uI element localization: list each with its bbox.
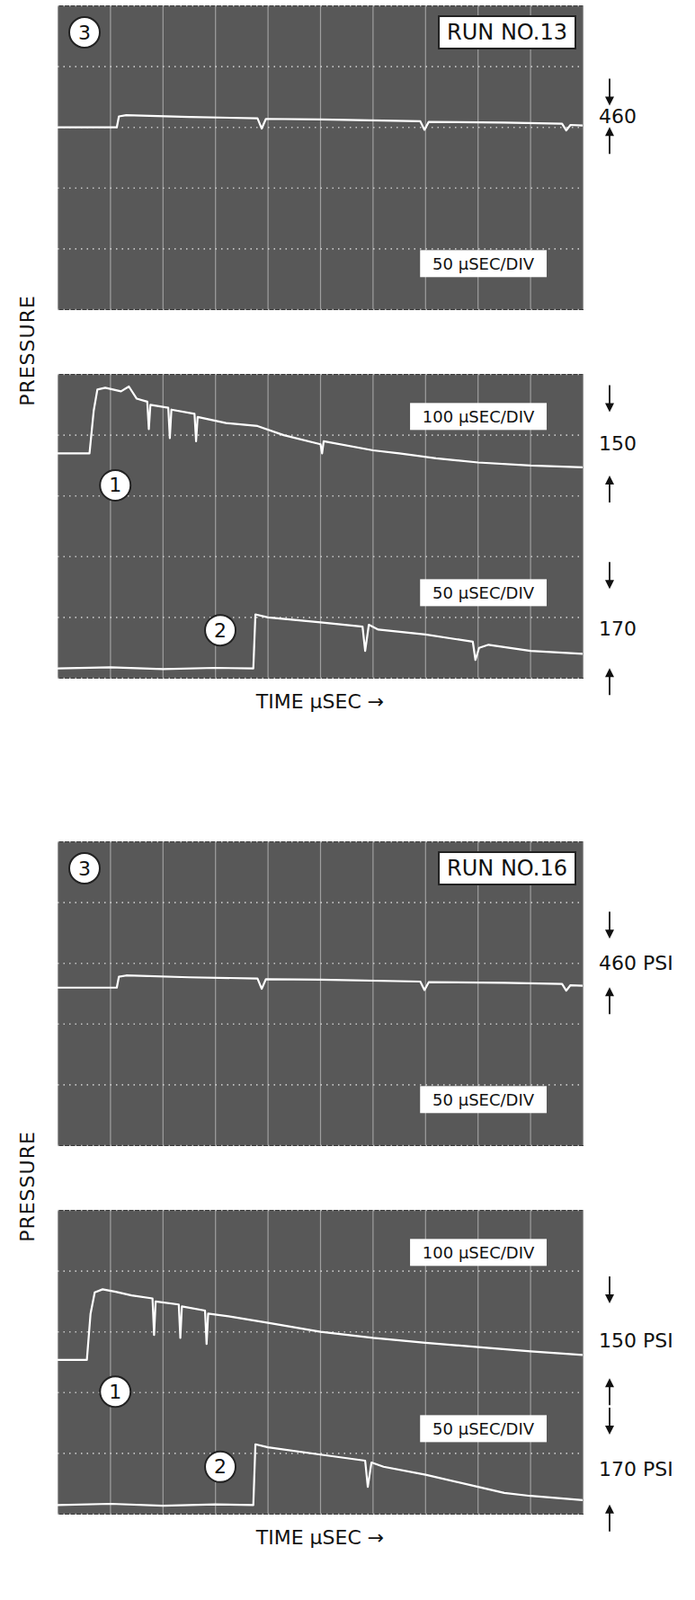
svg-text:150: 150	[598, 432, 637, 455]
svg-text:RUN NO.16: RUN NO.16	[446, 855, 568, 882]
svg-text:2: 2	[213, 1455, 227, 1479]
svg-text:PRESSURE: PRESSURE	[16, 294, 39, 407]
svg-text:50 µSEC/DIV: 50 µSEC/DIV	[432, 254, 535, 274]
svg-text:150 PSI: 150 PSI	[598, 1329, 674, 1353]
svg-text:3: 3	[78, 857, 91, 881]
svg-text:100 µSEC/DIV: 100 µSEC/DIV	[422, 407, 535, 427]
svg-text:1: 1	[108, 1381, 122, 1404]
svg-text:100 µSEC/DIV: 100 µSEC/DIV	[422, 1243, 535, 1263]
svg-text:PRESSURE: PRESSURE	[16, 1131, 39, 1243]
svg-text:2: 2	[213, 619, 227, 642]
svg-text:460: 460	[598, 105, 637, 128]
svg-text:TIME µSEC →: TIME µSEC →	[255, 1526, 384, 1550]
svg-text:50 µSEC/DIV: 50 µSEC/DIV	[432, 1419, 535, 1439]
svg-text:TIME µSEC →: TIME µSEC →	[255, 690, 384, 713]
svg-text:3: 3	[78, 21, 91, 45]
svg-text:170: 170	[598, 617, 637, 641]
svg-text:460 PSI: 460 PSI	[598, 952, 674, 975]
svg-text:50 µSEC/DIV: 50 µSEC/DIV	[432, 1090, 535, 1110]
svg-text:170 PSI: 170 PSI	[598, 1458, 674, 1481]
svg-text:RUN NO.13: RUN NO.13	[446, 19, 568, 45]
svg-text:50 µSEC/DIV: 50 µSEC/DIV	[432, 583, 535, 603]
svg-text:1: 1	[108, 473, 122, 497]
